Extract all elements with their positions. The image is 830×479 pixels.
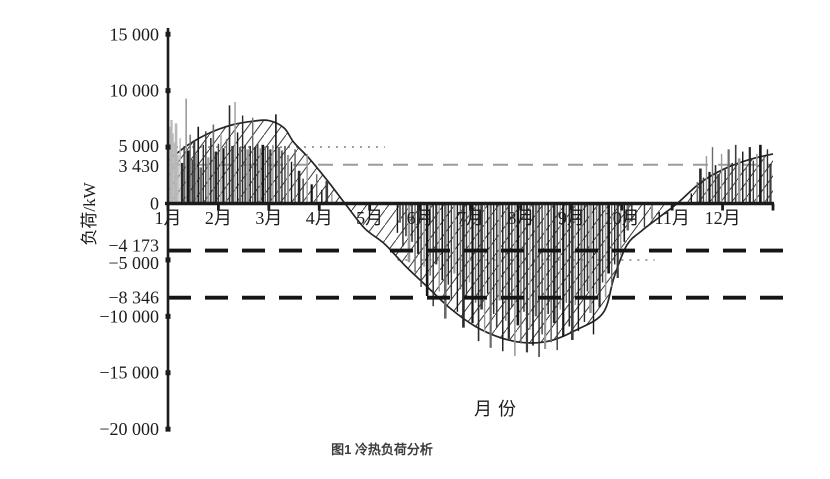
x-tick-label: 7月 [457,208,484,228]
x-tick-label: 1月 [155,208,182,228]
hatch-area [168,120,773,343]
x-tick-label: 6月 [407,208,434,228]
x-tick-label: 10月 [604,208,640,228]
y-tick-label: 10 000 [110,81,160,101]
figure-caption: 图1 冷热负荷分析 [331,442,433,457]
y-tick-label: 15 000 [110,24,160,44]
y-tick-label: 0 [150,194,159,214]
x-tick-label: 9月 [558,208,585,228]
y-tick-label: −15 000 [99,363,159,383]
x-tick-label: 11月 [654,208,689,228]
y-tick-label: 5 000 [119,136,160,156]
x-tick-label: 12月 [705,208,741,228]
load-bars [169,98,772,357]
y-tick-marker [165,313,171,319]
y-tick-marker [165,88,171,94]
x-tick-label: 5月 [356,208,383,228]
y-tick-label: −8 346 [108,288,159,308]
y-tick-label: −5 000 [108,253,159,273]
y-tick-label: −4 173 [108,236,159,256]
x-tick-label: 4月 [306,208,333,228]
y-tick-label: −20 000 [99,419,159,439]
y-axis-title: 负荷/kW [80,182,99,246]
y-tick-marker [165,257,171,263]
y-tick-label: −10 000 [99,306,159,326]
y-tick-marker [165,31,171,37]
y-tick-marker [165,144,171,150]
y-tick-label: 3 430 [119,156,160,176]
x-tick-label: 8月 [507,208,534,228]
x-tick-label: 2月 [205,208,232,228]
envelope-curve [167,119,774,344]
x-tick-label: 3月 [255,208,282,228]
y-tick-marker [165,370,171,376]
y-tick-marker [165,426,171,432]
x-axis-title: 月份 [474,399,522,419]
